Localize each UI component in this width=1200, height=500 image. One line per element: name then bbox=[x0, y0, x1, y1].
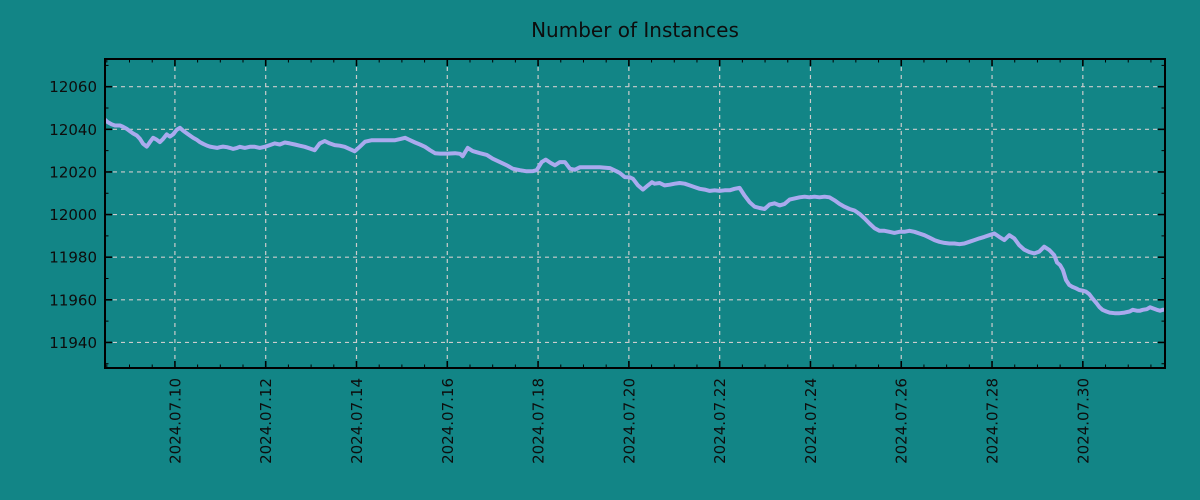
y-tick-label: 12040 bbox=[49, 121, 97, 139]
x-tick-label: 2024.07.20 bbox=[620, 378, 638, 464]
x-axis-labels: 2024.07.10 2024.07.12 2024.07.14 2024.07.16… bbox=[166, 378, 1092, 464]
y-tick-label: 12000 bbox=[49, 206, 97, 224]
x-tick-label: 2024.07.16 bbox=[439, 378, 457, 464]
y-tick-label: 11960 bbox=[49, 291, 97, 309]
x-tick-label: 2024.07.14 bbox=[348, 378, 366, 464]
plot-border-rect bbox=[104, 58, 1166, 369]
y-tick-label: 12020 bbox=[49, 163, 97, 181]
x-tick-label: 2024.07.22 bbox=[711, 378, 729, 464]
x-tick-label: 2024.07.26 bbox=[893, 378, 911, 464]
x-tick-label: 2024.07.10 bbox=[166, 378, 184, 464]
series-line bbox=[105, 117, 1165, 316]
x-tick-label: 2024.07.12 bbox=[257, 378, 275, 464]
y-axis-labels: 11940 11960 11980 12000 12020 12040 12060 bbox=[49, 78, 97, 352]
axis-ticks bbox=[105, 59, 1165, 368]
gridlines bbox=[105, 59, 1165, 368]
x-tick-label: 2024.07.24 bbox=[802, 378, 820, 464]
y-tick-label: 11940 bbox=[49, 334, 97, 352]
x-tick-label: 2024.07.28 bbox=[984, 378, 1002, 464]
x-tick-label: 2024.07.30 bbox=[1074, 378, 1092, 464]
plot-border bbox=[104, 58, 1166, 369]
x-tick-label: 2024.07.18 bbox=[530, 378, 548, 464]
y-tick-label: 11980 bbox=[49, 249, 97, 267]
y-tick-label: 12060 bbox=[49, 78, 97, 96]
data-line bbox=[105, 117, 1165, 316]
chart-title: Number of Instances bbox=[531, 18, 739, 42]
